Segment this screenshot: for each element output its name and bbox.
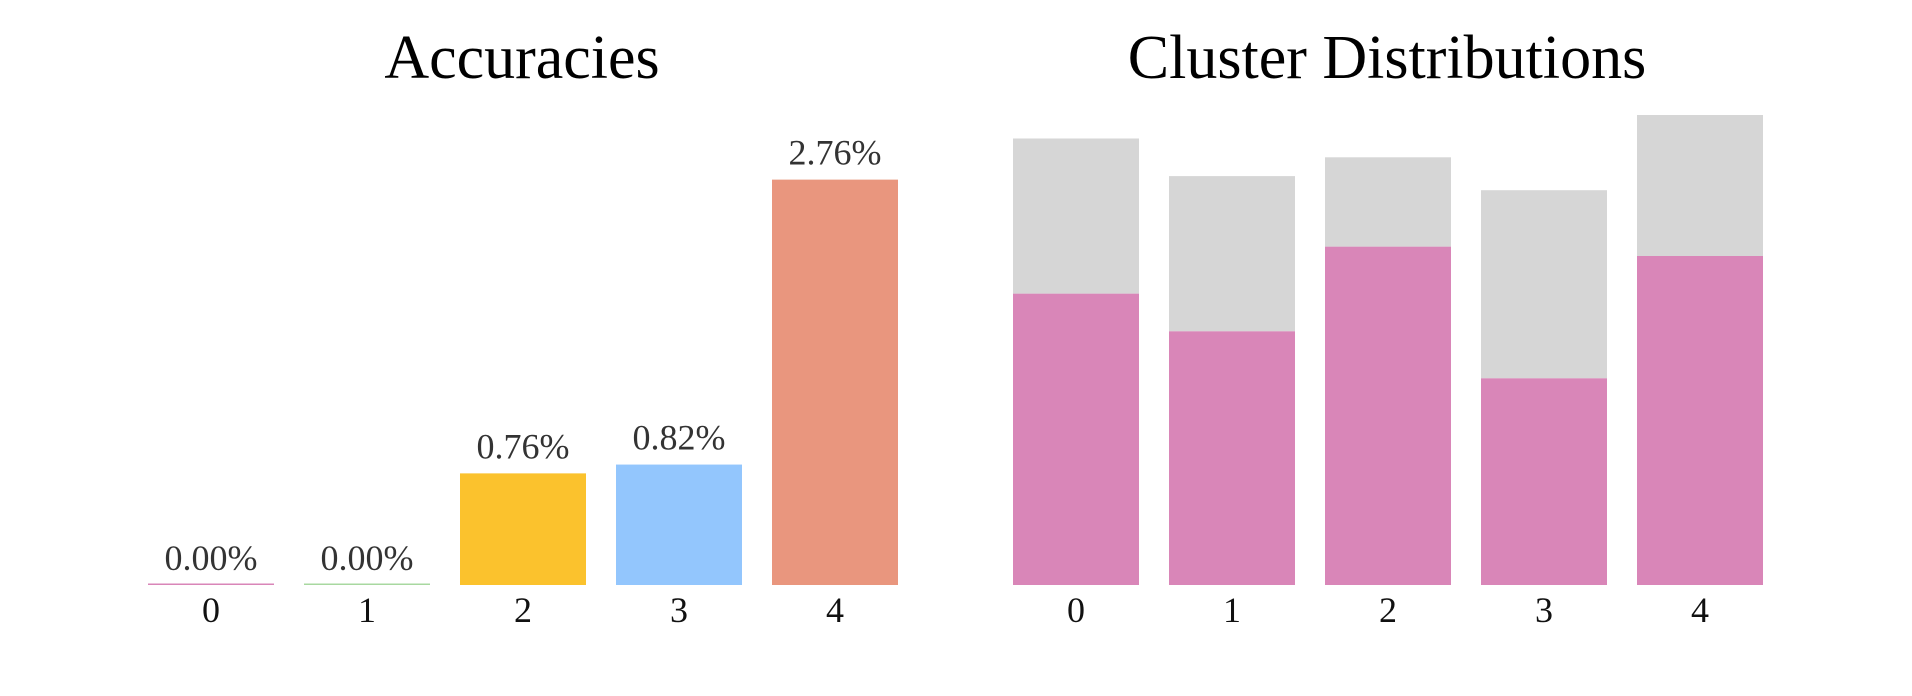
accuracy-data-label-0: 0.00% — [165, 538, 258, 578]
accuracy-data-label-3: 0.82% — [633, 418, 726, 458]
accuracy-data-label-1: 0.00% — [321, 538, 414, 578]
accuracy-tick-label-0: 0 — [202, 590, 220, 630]
cluster-distributions-title: Cluster Distributions — [1128, 24, 1646, 92]
cluster-bar-4-segment-1 — [1637, 115, 1763, 256]
accuracies-x-ticks: 0 1 2 3 4 — [202, 590, 844, 630]
accuracy-bar-2 — [460, 473, 586, 585]
cluster-distributions-bars — [1013, 115, 1763, 585]
accuracy-bar-4 — [772, 179, 898, 585]
accuracy-tick-label-2: 2 — [514, 590, 532, 630]
accuracy-tick-label-1: 1 — [358, 590, 376, 630]
accuracy-tick-label-4: 4 — [826, 590, 844, 630]
cluster-tick-label-2: 2 — [1379, 590, 1397, 630]
accuracies-bars — [148, 179, 898, 585]
cluster-bar-0-segment-1 — [1013, 138, 1139, 294]
cluster-bar-1-segment-0 — [1169, 331, 1295, 585]
cluster-bar-0-segment-0 — [1013, 293, 1139, 585]
cluster-bar-1-segment-1 — [1169, 176, 1295, 332]
accuracy-data-label-2: 0.76% — [477, 426, 570, 466]
accuracy-data-label-4: 2.76% — [789, 133, 882, 173]
accuracy-bar-0 — [148, 583, 274, 585]
accuracy-tick-label-3: 3 — [670, 590, 688, 630]
cluster-distributions-x-ticks: 0 1 2 3 4 — [1067, 590, 1709, 630]
accuracies-data-labels: 0.00% 0.00% 0.76% 0.82% 2.76% — [165, 133, 882, 578]
cluster-bar-2-segment-0 — [1325, 246, 1451, 585]
cluster-bar-4-segment-0 — [1637, 256, 1763, 585]
accuracies-title: Accuracies — [384, 24, 659, 92]
cluster-tick-label-1: 1 — [1223, 590, 1241, 630]
cluster-tick-label-0: 0 — [1067, 590, 1085, 630]
cluster-distributions-chart: Cluster Distributions 0 1 2 3 4 — [1013, 24, 1763, 630]
cluster-bar-3-segment-0 — [1481, 378, 1607, 585]
cluster-tick-label-3: 3 — [1535, 590, 1553, 630]
accuracy-bar-3 — [616, 464, 742, 585]
cluster-bar-2-segment-1 — [1325, 157, 1451, 247]
accuracy-bar-1 — [304, 583, 430, 585]
cluster-bar-3-segment-1 — [1481, 190, 1607, 379]
accuracies-chart: Accuracies 0.00% 0.00% 0.76% 0.82% 2.76% 0 1 2… — [148, 24, 898, 630]
cluster-tick-label-4: 4 — [1691, 590, 1709, 630]
